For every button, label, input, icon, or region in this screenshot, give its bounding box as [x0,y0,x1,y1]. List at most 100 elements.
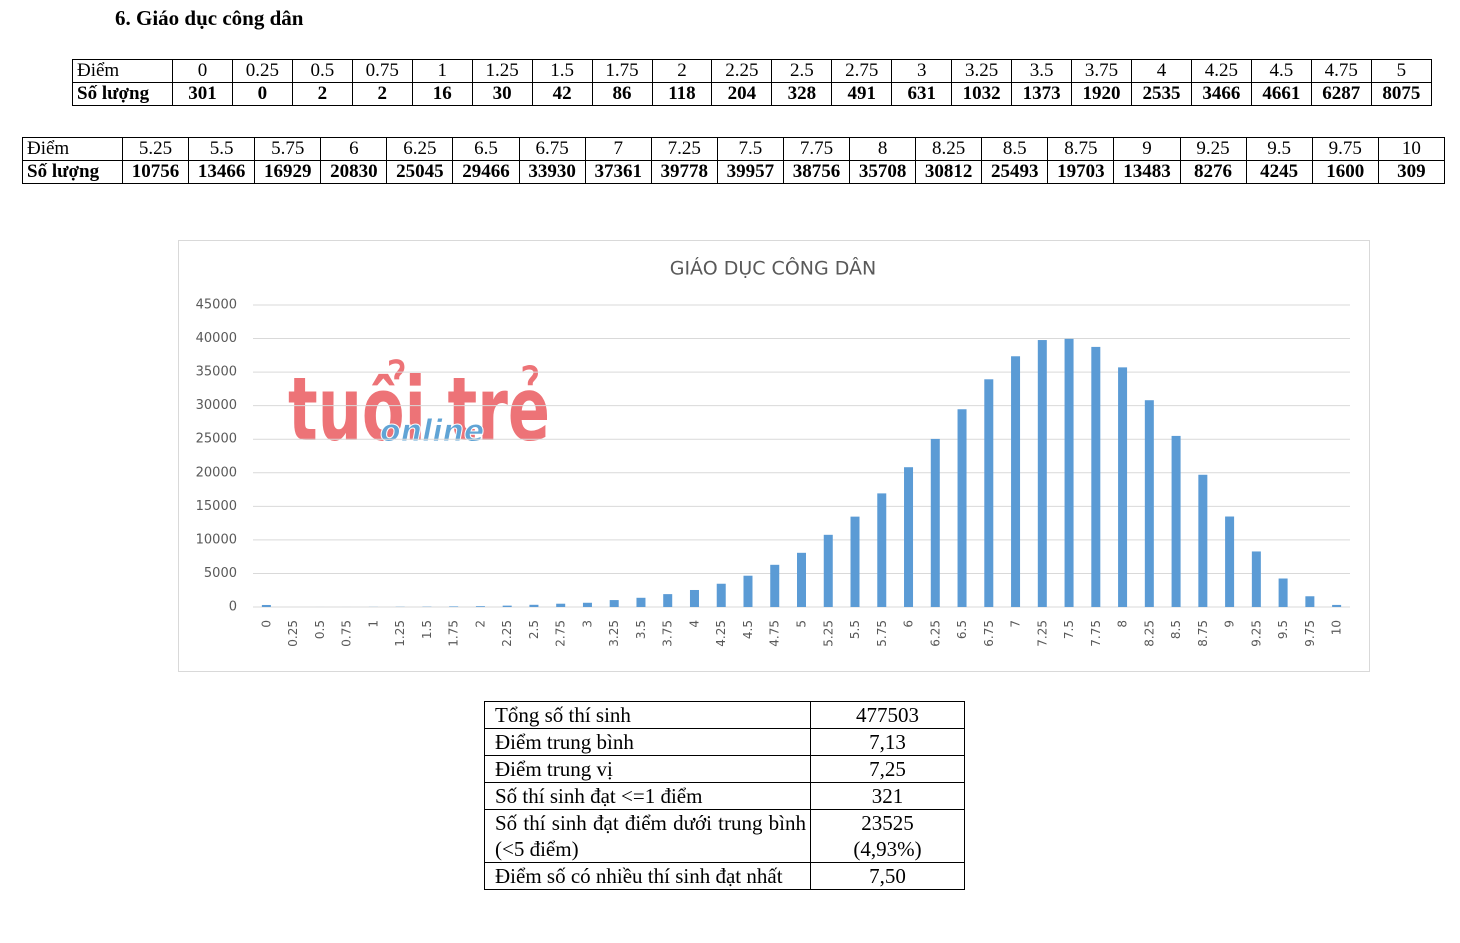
count-cell: 301 [172,82,233,106]
score-cell: 4.25 [1190,59,1252,83]
score-cell: 7 [584,137,652,161]
summary-value: 7,50 [810,862,965,890]
bar [1225,516,1235,607]
bar [689,589,699,607]
count-cell: 118 [651,82,713,106]
summary-label: Số thí sinh đạt <=1 điểm [484,782,811,810]
x-tick-label: 8.25 [1142,620,1156,647]
count-cell: 20830 [320,160,388,184]
score-table: Điểm 5.25 5.5 5.75 6 6.25 6.5 6.75 7 7.25 7.5 7.75 8… [22,137,1446,184]
score-cell: 0 [172,59,233,83]
x-tick-label: 0 [259,620,273,628]
x-tick-label: 3.75 [661,620,675,647]
count-cell: 30 [471,82,533,106]
bar [797,552,806,607]
table-row: Điểm số có nhiều thí sinh đạt nhất 7,50 [484,862,965,890]
bar [904,467,914,607]
score-cell: 2.75 [831,59,893,83]
summary-value-line: 23525 [861,811,914,835]
bar [663,594,673,607]
table-row: Điểm 5.25 5.5 5.75 6 6.25 6.5 6.75 7 7.25 7.5 7.75 8… [22,137,1446,161]
summary-label: Điểm trung bình [484,728,811,756]
summary-label: Điểm trung vị [484,755,811,783]
bar [1037,340,1047,607]
table-row: Điểm trung bình 7,13 [484,728,965,756]
count-cell: 1032 [951,82,1013,106]
x-tick-label: 5.25 [821,620,835,647]
count-cell: 25045 [386,160,454,184]
bar [877,493,887,607]
bar [1118,367,1128,607]
bar [475,606,485,607]
x-tick-label: 1.75 [447,620,461,647]
summary-label: Tổng số thí sinh [484,701,811,729]
x-tick-label: 6.5 [955,620,969,639]
x-tick-label: 4.5 [741,620,755,639]
count-cell: 4245 [1245,160,1313,184]
x-tick-label: 0.25 [286,620,300,647]
score-cell: 8.25 [915,137,983,161]
score-cell: 5 [1370,59,1433,83]
watermark-sub: online [380,414,484,449]
table-row: Điểm 0 0.25 0.5 0.75 1 1.25 1.5 1.75 2 2.25 2.5 2.75… [72,59,1433,83]
bar [636,597,646,607]
score-cell: 5.75 [254,137,322,161]
summary-value-line: 321 [871,784,904,808]
y-tick-label: 20000 [196,465,237,480]
count-cell: 39778 [650,160,718,184]
count-cell: 30812 [915,160,983,184]
x-tick-label: 2.75 [554,620,568,647]
bar [261,604,271,607]
summary-value: 7,13 [810,728,965,756]
row-label: Số lượng [22,160,123,184]
bar [609,600,619,607]
score-cell: 3.25 [951,59,1013,83]
score-cell: 5.25 [121,137,190,161]
count-cell: 42 [531,82,593,106]
score-cell: 8.5 [981,137,1049,161]
y-tick-label: 15000 [196,499,237,514]
bar [529,604,539,607]
count-cell: 4661 [1250,82,1312,106]
summary-value-line: 7,25 [869,757,906,781]
x-tick-label: 3.5 [634,620,648,639]
bar [984,379,994,607]
bar [930,438,940,607]
table-row: Số lượng 301 0 2 2 16 30 42 86 118 204 328 491 631 103… [72,82,1433,106]
bar [1171,435,1181,607]
watermark-brand: tuổi trẻ [288,358,550,461]
row-label: Số lượng [72,82,173,106]
x-tick-label: 7.5 [1062,620,1076,639]
x-tick-label: 2 [473,620,487,628]
summary-table: Tổng số thí sinh 477503 Điểm trung bình 7,1… [484,701,965,890]
x-tick-label: 8.75 [1196,620,1210,647]
score-table: Điểm 0 0.25 0.5 0.75 1 1.25 1.5 1.75 2 2.25 2.5 2.75… [72,59,1433,106]
bar [770,564,780,607]
count-cell: 38756 [782,160,851,184]
score-cell: 3.75 [1071,59,1132,83]
x-tick-label: 8 [1116,620,1130,628]
count-cell: 309 [1377,160,1446,184]
summary-value-line: 477503 [856,703,919,727]
count-cell: 8276 [1179,160,1247,184]
x-tick-label: 5.5 [848,620,862,639]
y-tick-label: 10000 [196,532,237,547]
table-row: Số thí sinh đạt điểm dưới trung bình (<5… [484,809,965,863]
x-tick-label: 10 [1330,620,1344,635]
x-tick-label: 0.5 [313,620,327,639]
score-cell: 7.25 [650,137,718,161]
bar [582,602,592,607]
bar [449,606,459,607]
score-cell: 9.25 [1179,137,1247,161]
score-cell: 6 [320,137,388,161]
count-cell: 37361 [584,160,652,184]
score-cell: 2.25 [711,59,773,83]
bar [850,516,860,607]
count-cell: 33930 [518,160,586,184]
y-tick-label: 45000 [196,298,237,313]
count-cell: 631 [891,82,953,106]
x-tick-label: 8.5 [1169,620,1183,639]
score-cell: 1 [411,59,473,83]
score-cell: 6.5 [452,137,520,161]
x-tick-label: 5 [795,620,809,628]
